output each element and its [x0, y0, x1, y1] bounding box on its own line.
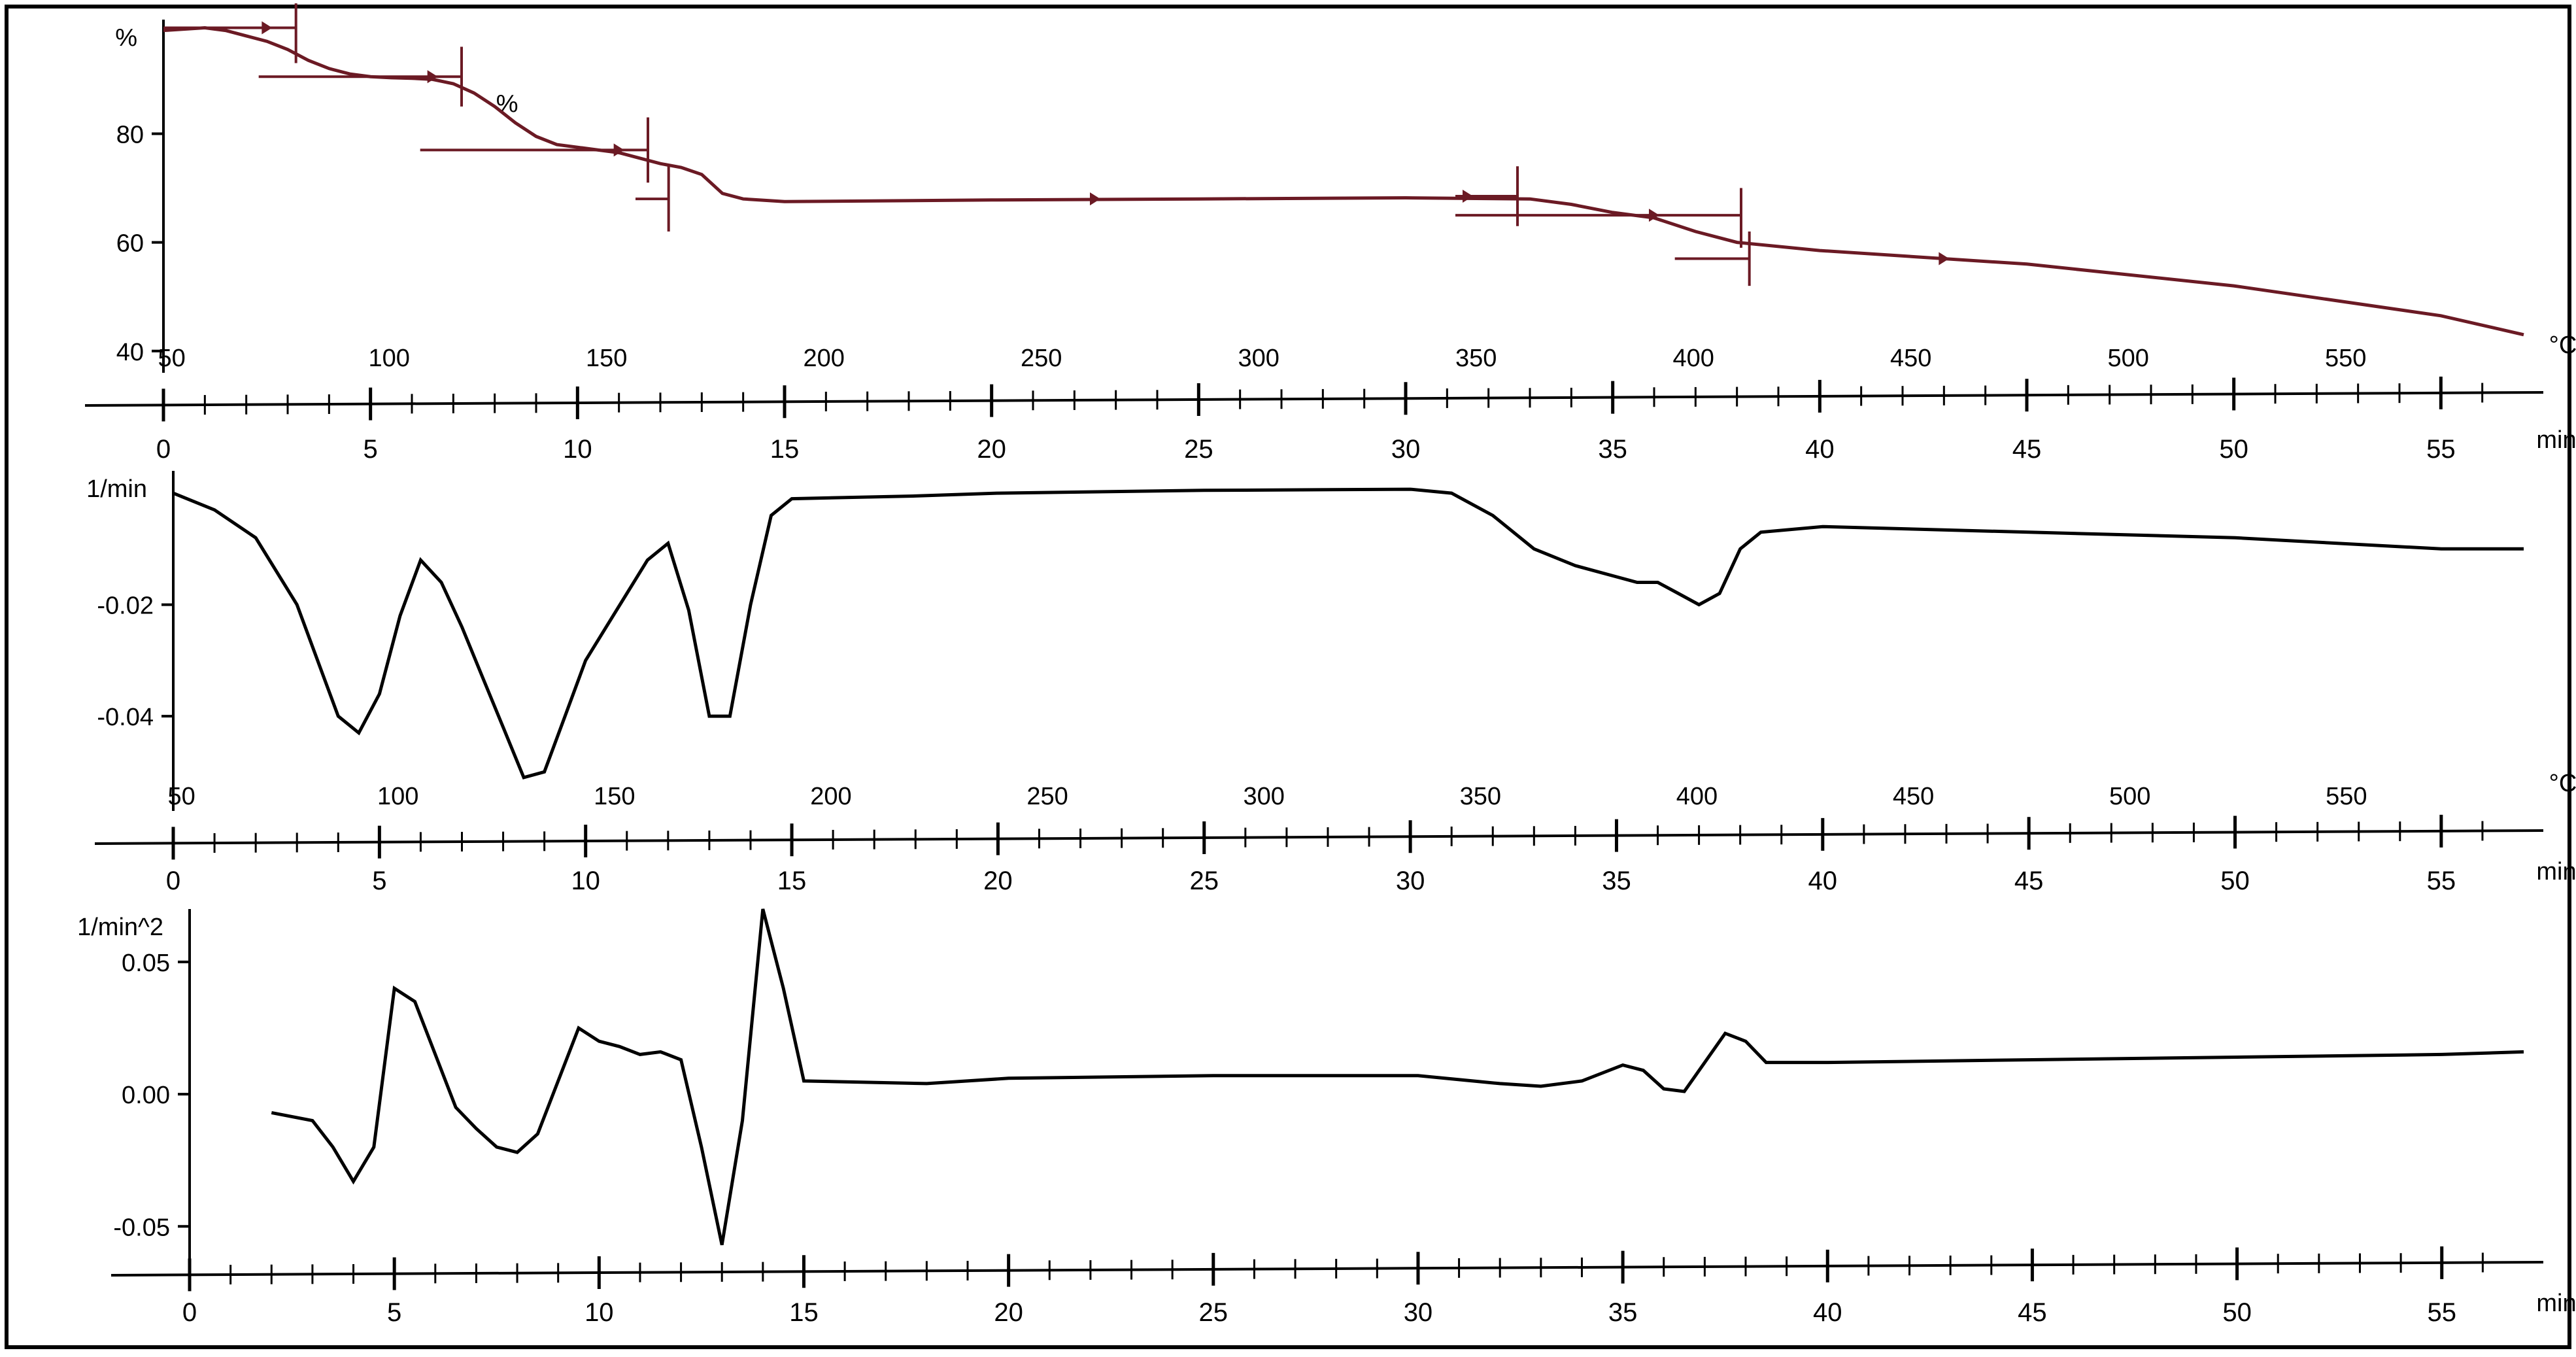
temp-tick-label: 150	[586, 345, 627, 372]
time-tick-label: 45	[2012, 435, 2042, 464]
time-tick-label: 25	[1190, 867, 1219, 895]
time-tick-label: 40	[1805, 435, 1835, 464]
time-tick-label: 55	[2426, 435, 2456, 464]
time-tick-label: 45	[2014, 867, 2044, 895]
temp-tick-label: 350	[1460, 783, 1501, 810]
time-tick-label: 5	[364, 435, 378, 464]
time-tick-label: 0	[156, 435, 171, 464]
y-tick-label: -0.04	[97, 704, 154, 731]
time-unit-label: min	[2536, 426, 2576, 454]
time-unit-label: min	[2536, 858, 2576, 885]
y-tick-label: 0.05	[122, 950, 170, 977]
temp-unit-label: °C	[2549, 332, 2576, 359]
time-tick-label: 10	[585, 1298, 614, 1327]
temp-tick-label: 350	[1455, 345, 1497, 372]
time-tick-label: 35	[1608, 1298, 1638, 1327]
time-tick-label: 15	[777, 867, 807, 895]
time-tick-label: 15	[770, 435, 800, 464]
y-unit-label: 1/min^2	[77, 914, 163, 941]
time-tick-label: 10	[571, 867, 600, 895]
temp-tick-label: 500	[2107, 345, 2148, 372]
panel-dtg: -0.02 -0.04 1/min 0 5 10 15 20 25 30 35 40 45 50 55 min…	[86, 471, 2576, 895]
y-marker-label: %	[496, 90, 518, 118]
time-tick-label: 50	[2219, 435, 2248, 464]
time-tick-label: 5	[387, 1298, 401, 1327]
temp-tick-label: 250	[1026, 783, 1068, 810]
time-tick-label: 40	[1808, 867, 1838, 895]
y-tick-label: 0.00	[122, 1082, 170, 1109]
temp-tick-label: 400	[1672, 345, 1714, 372]
temp-tick-label: 50	[158, 345, 186, 372]
y-unit-label: 1/min	[86, 475, 147, 503]
time-tick-label: 50	[2222, 1298, 2252, 1327]
temp-tick-label: 200	[803, 345, 844, 372]
time-tick-label: 35	[1602, 867, 1631, 895]
temp-tick-label: 300	[1238, 345, 1279, 372]
time-tick-label: 5	[372, 867, 386, 895]
time-tick-label: 15	[789, 1298, 819, 1327]
temp-tick-label: 400	[1676, 783, 1718, 810]
time-tick-label: 20	[994, 1298, 1023, 1327]
y-tick-label: -0.05	[113, 1214, 170, 1241]
time-tick-label: 55	[2427, 867, 2456, 895]
temp-tick-label: 250	[1021, 345, 1062, 372]
time-tick-label: 30	[1391, 435, 1421, 464]
time-tick-label: 25	[1184, 435, 1213, 464]
y-unit-label: %	[115, 24, 137, 52]
temp-tick-label: 50	[167, 783, 195, 810]
y-tick-label: 40	[116, 339, 144, 366]
temp-tick-label: 100	[377, 783, 418, 810]
temp-tick-label: 150	[594, 783, 635, 810]
time-tick-label: 30	[1396, 867, 1425, 895]
temp-tick-label: 550	[2326, 783, 2367, 810]
y-tick-label: 80	[116, 121, 144, 148]
time-tick-label: 35	[1598, 435, 1627, 464]
time-tick-label: 0	[166, 867, 180, 895]
time-tick-label: 45	[2018, 1298, 2047, 1327]
time-tick-label: 50	[2220, 867, 2250, 895]
y-tick-label: -0.02	[97, 593, 154, 620]
series-line	[271, 908, 2524, 1246]
panel-tg: 40 60 80%% 0 5 10 15 20 25 30 35 40 45 50 55 min 50 100 15…	[84, 3, 2576, 464]
step-marker	[1939, 252, 1950, 266]
temp-tick-label: 450	[1890, 345, 1931, 372]
time-tick-label: 55	[2427, 1298, 2456, 1327]
temp-tick-label: 500	[2109, 783, 2150, 810]
temp-tick-label: 100	[368, 345, 409, 372]
step-marker	[1090, 192, 1100, 206]
time-tick-label: 25	[1199, 1298, 1229, 1327]
temp-tick-label: 550	[2325, 345, 2366, 372]
panel-ddtg: 0.05 0.00 -0.05 1/min^2 0 5 10 15 20 25 30 35 40 45 50…	[77, 908, 2576, 1327]
time-tick-label: 10	[563, 435, 592, 464]
temp-unit-label: °C	[2549, 770, 2576, 797]
time-tick-label: 30	[1404, 1298, 1433, 1327]
time-tick-label: 0	[182, 1298, 197, 1327]
temp-tick-label: 200	[810, 783, 851, 810]
temp-tick-label: 450	[1893, 783, 1934, 810]
outer-border	[5, 5, 2571, 1349]
time-tick-label: 20	[977, 435, 1006, 464]
time-tick-label: 40	[1813, 1298, 1842, 1327]
time-tick-label: 20	[983, 867, 1013, 895]
series-line	[173, 487, 2524, 780]
temp-tick-label: 300	[1244, 783, 1285, 810]
time-unit-label: min	[2536, 1290, 2576, 1317]
y-tick-label: 60	[116, 230, 144, 258]
